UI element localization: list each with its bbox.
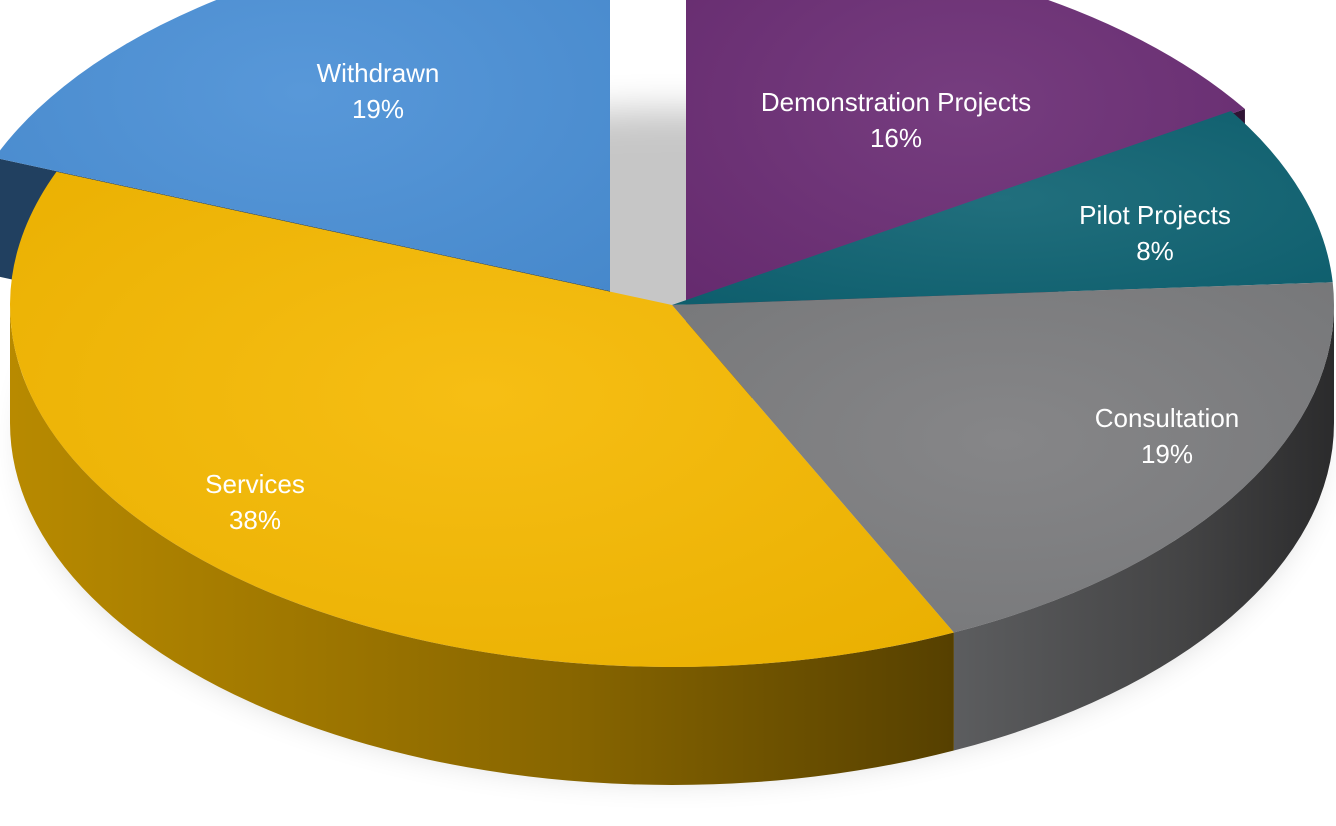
slice-value-pilot-projects: 8% [1136,236,1174,266]
slice-value-consultation: 19% [1141,439,1193,469]
slice-label-demonstration-projects: Demonstration Projects [761,87,1031,117]
slice-tops [0,0,1335,667]
slice-top-demonstration-projects [686,0,1245,303]
slice-top-services [10,171,954,667]
slice-top-withdrawn [0,0,610,291]
slice-label-withdrawn: Withdrawn [317,58,440,88]
slice-side-2-0 [953,305,1334,751]
slice-value-services: 38% [229,505,281,535]
slice-top-pilot-projects [672,111,1333,305]
slice-label-pilot-projects: Pilot Projects [1079,200,1231,230]
slice-value-demonstration-projects: 16% [870,123,922,153]
slice-labels: Demonstration Projects 16% Pilot Projects 8… [205,58,1239,535]
slice-value-withdrawn: 19% [352,94,404,124]
slice-label-services: Services [205,469,305,499]
slice-top-consultation [672,282,1335,633]
slice-side-3-0 [10,305,954,785]
slice-label-consultation: Consultation [1095,403,1240,433]
